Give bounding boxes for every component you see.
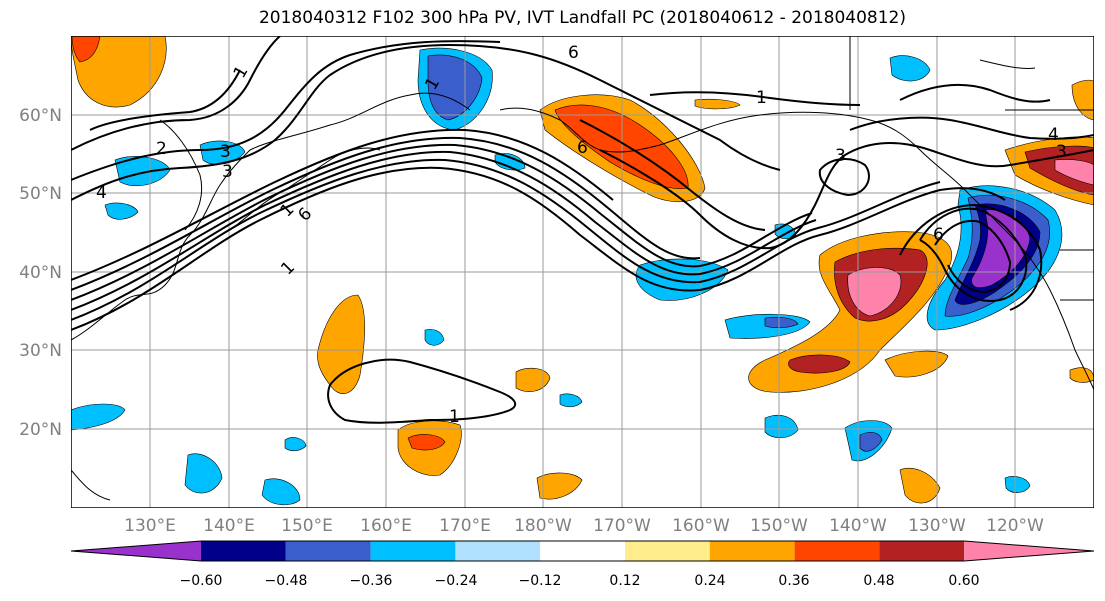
colorbar-extend-low — [71, 541, 201, 561]
colorbar-segment — [794, 541, 880, 561]
contour-label: 6 — [577, 138, 588, 158]
colorbar-extend-high — [964, 541, 1094, 561]
lon-label: 130°W — [908, 516, 966, 536]
latitude-labels: 60°N 50°N 40°N 30°N 20°N — [19, 106, 62, 440]
coastlines — [71, 36, 1094, 501]
colorbar-segment — [285, 541, 371, 561]
colorbar-segment — [201, 541, 286, 561]
contour-label: 3 — [1056, 142, 1067, 162]
colorbar-segment — [879, 541, 965, 561]
contour-label: 6 — [933, 225, 944, 245]
map-title: 2018040312 F102 300 hPa PV, IVT Landfall… — [258, 8, 906, 28]
contour-label: 4 — [96, 183, 107, 203]
colorbar-segment — [540, 541, 625, 561]
contour-label: 3 — [835, 146, 846, 166]
lon-label: 140°E — [203, 516, 255, 536]
lon-label: 140°W — [829, 516, 887, 536]
lon-label: 130°E — [124, 516, 176, 536]
lon-label: 180°W — [514, 516, 572, 536]
colorbar-tick: 0.12 — [609, 573, 640, 589]
lon-label: 170°W — [593, 516, 651, 536]
colorbar-tick-labels: −0.60 −0.48 −0.36 −0.24 −0.12 0.12 0.24 … — [180, 573, 980, 589]
lat-label: 40°N — [19, 263, 62, 283]
lon-label: 160°W — [672, 516, 730, 536]
colorbar-tick: −0.60 — [180, 573, 223, 589]
contour-label: 1 — [449, 407, 460, 427]
lon-label: 150°W — [750, 516, 808, 536]
colorbar-tick: 0.48 — [863, 573, 894, 589]
colorbar-segment — [455, 541, 541, 561]
colorbar-segment — [709, 541, 795, 561]
longitude-labels: 130°E 140°E 150°E 160°E 170°E 180°W 170°… — [124, 516, 1044, 536]
contour-label: 6 — [568, 43, 579, 63]
contour-label: 1 — [756, 88, 767, 108]
lon-label: 170°E — [439, 516, 491, 536]
lon-label: 120°W — [986, 516, 1044, 536]
colorbar-tick: −0.48 — [265, 573, 308, 589]
colorbar-outline — [70, 540, 1095, 562]
colorbar-tick: 0.60 — [948, 573, 979, 589]
colorbar-segment — [625, 541, 710, 561]
colorbar-tick: 0.24 — [694, 573, 725, 589]
plot-area: 1 6 1 2 3 3 4 1 6 1 6 3 4 3 6 1 1 — [71, 36, 1094, 508]
colorbar-tick: −0.24 — [435, 573, 478, 589]
contour-label: 4 — [1048, 125, 1059, 145]
contour-label: 3 — [222, 162, 233, 182]
contour-label: 2 — [156, 139, 167, 159]
lon-label: 160°E — [360, 516, 412, 536]
lat-label: 50°N — [19, 184, 62, 204]
lat-label: 20°N — [19, 420, 62, 440]
lon-label: 150°E — [281, 516, 333, 536]
colorbar — [70, 540, 1095, 562]
colorbar-tick: 0.36 — [778, 573, 809, 589]
colorbar-tick: −0.36 — [350, 573, 393, 589]
pv-contours — [71, 36, 1094, 424]
gridlines — [71, 36, 1094, 508]
colorbar-segment — [370, 541, 456, 561]
lat-label: 30°N — [19, 341, 62, 361]
colorbar-tick: −0.12 — [519, 573, 562, 589]
lat-label: 60°N — [19, 106, 62, 126]
contour-label: 3 — [220, 142, 231, 162]
